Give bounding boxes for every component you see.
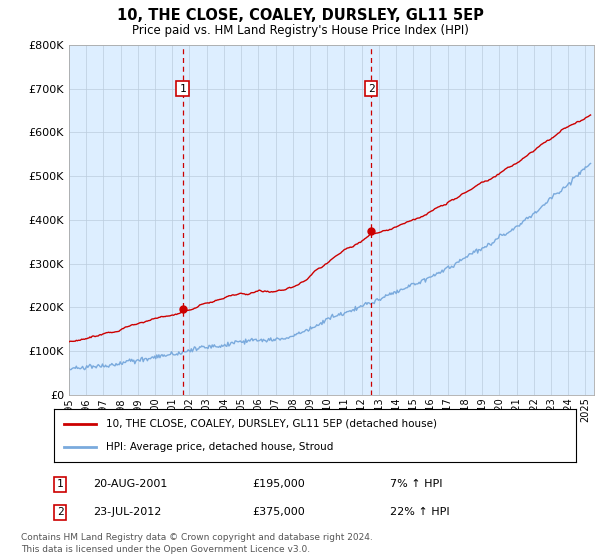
Text: 2: 2 — [368, 83, 374, 94]
Text: 10, THE CLOSE, COALEY, DURSLEY, GL11 5EP (detached house): 10, THE CLOSE, COALEY, DURSLEY, GL11 5EP… — [106, 419, 437, 429]
Text: 10, THE CLOSE, COALEY, DURSLEY, GL11 5EP: 10, THE CLOSE, COALEY, DURSLEY, GL11 5EP — [116, 8, 484, 24]
Text: 1: 1 — [179, 83, 186, 94]
Text: 1: 1 — [56, 479, 64, 489]
Text: 20-AUG-2001: 20-AUG-2001 — [93, 479, 167, 489]
Text: 22% ↑ HPI: 22% ↑ HPI — [390, 507, 449, 517]
Text: This data is licensed under the Open Government Licence v3.0.: This data is licensed under the Open Gov… — [21, 545, 310, 554]
Text: 7% ↑ HPI: 7% ↑ HPI — [390, 479, 443, 489]
Text: £375,000: £375,000 — [252, 507, 305, 517]
Text: HPI: Average price, detached house, Stroud: HPI: Average price, detached house, Stro… — [106, 442, 334, 452]
Text: £195,000: £195,000 — [252, 479, 305, 489]
Text: 23-JUL-2012: 23-JUL-2012 — [93, 507, 161, 517]
Text: Price paid vs. HM Land Registry's House Price Index (HPI): Price paid vs. HM Land Registry's House … — [131, 24, 469, 37]
Text: Contains HM Land Registry data © Crown copyright and database right 2024.: Contains HM Land Registry data © Crown c… — [21, 533, 373, 542]
Text: 2: 2 — [56, 507, 64, 517]
